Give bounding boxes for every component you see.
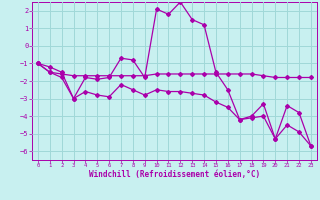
X-axis label: Windchill (Refroidissement éolien,°C): Windchill (Refroidissement éolien,°C): [89, 170, 260, 179]
